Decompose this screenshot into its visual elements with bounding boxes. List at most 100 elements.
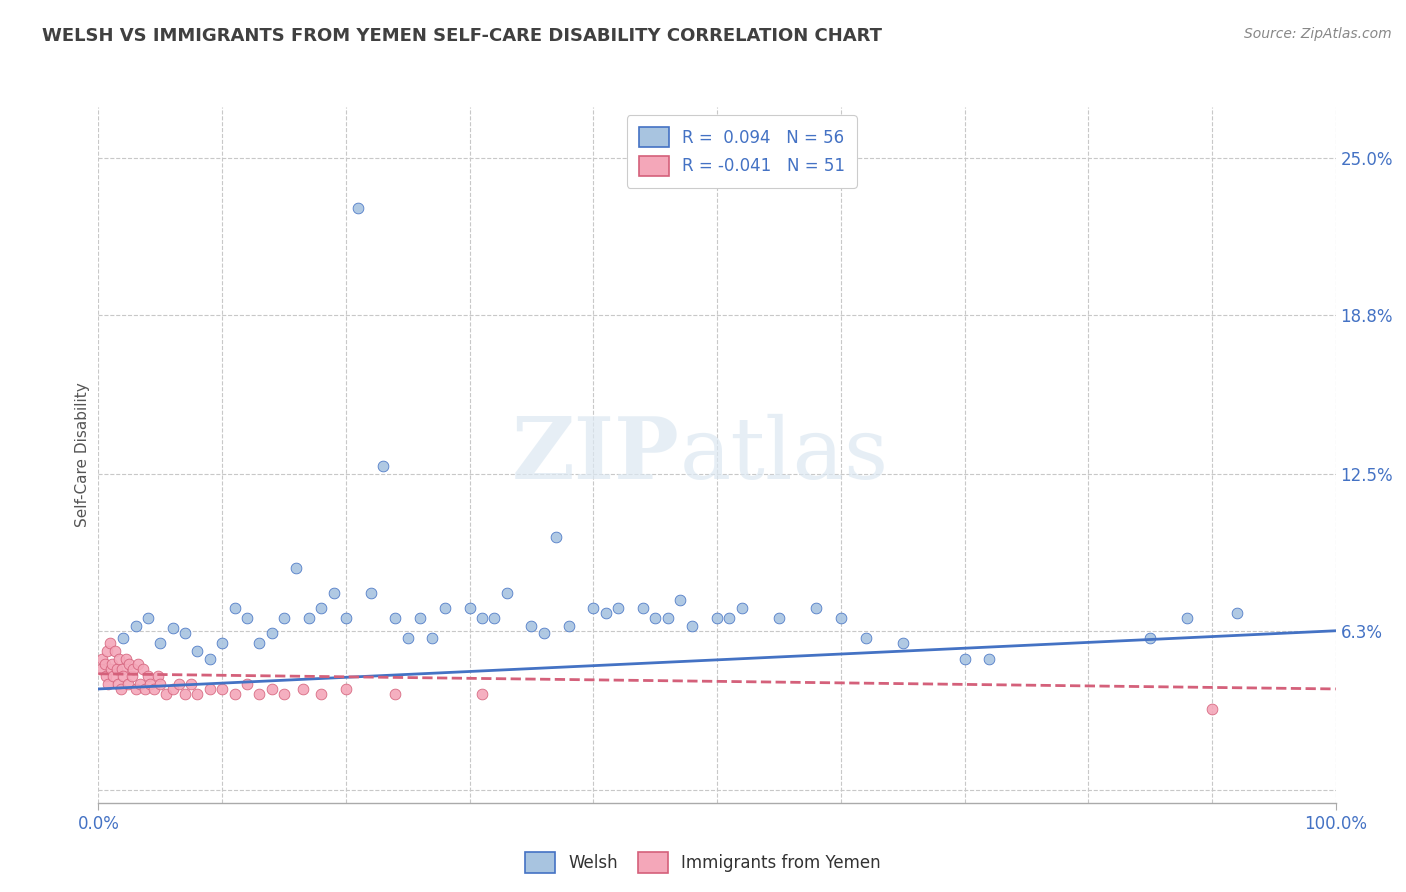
Point: [953, 651, 976, 665]
Point: [136, 611, 159, 625]
Point: [127, 657, 149, 671]
Point: [198, 681, 221, 696]
Point: [495, 586, 517, 600]
Point: [143, 681, 166, 696]
Point: [471, 687, 494, 701]
Legend: Welsh, Immigrants from Yemen: Welsh, Immigrants from Yemen: [519, 846, 887, 880]
Point: [105, 662, 128, 676]
Point: [247, 687, 270, 701]
Point: [533, 626, 555, 640]
Point: [731, 601, 754, 615]
Point: [471, 611, 494, 625]
Point: [273, 687, 295, 701]
Point: [520, 618, 543, 632]
Point: [100, 662, 122, 676]
Point: [117, 677, 139, 691]
Point: [384, 687, 406, 701]
Point: [644, 611, 666, 625]
Y-axis label: Self-Care Disability: Self-Care Disability: [75, 383, 90, 527]
Point: [124, 618, 146, 632]
Text: Source: ZipAtlas.com: Source: ZipAtlas.com: [1244, 27, 1392, 41]
Point: [93, 657, 115, 671]
Point: [409, 611, 432, 625]
Point: [174, 687, 197, 701]
Point: [1139, 632, 1161, 646]
Point: [607, 601, 630, 615]
Point: [582, 601, 605, 615]
Point: [149, 677, 172, 691]
Point: [136, 669, 159, 683]
Point: [291, 681, 314, 696]
Point: [657, 611, 679, 625]
Point: [180, 677, 202, 691]
Point: [1226, 606, 1249, 620]
Point: [198, 651, 221, 665]
Point: [91, 651, 114, 665]
Point: [335, 611, 357, 625]
Point: [174, 626, 197, 640]
Point: [891, 636, 914, 650]
Legend: R =  0.094   N = 56, R = -0.041   N = 51: R = 0.094 N = 56, R = -0.041 N = 51: [627, 115, 856, 187]
Point: [458, 601, 481, 615]
Text: atlas: atlas: [681, 413, 889, 497]
Point: [422, 632, 444, 646]
Point: [121, 669, 143, 683]
Point: [146, 669, 169, 683]
Point: [107, 677, 129, 691]
Point: [90, 662, 112, 676]
Point: [360, 586, 382, 600]
Point: [103, 669, 125, 683]
Point: [298, 611, 321, 625]
Point: [396, 632, 419, 646]
Point: [260, 626, 283, 640]
Point: [98, 636, 121, 650]
Point: [162, 621, 184, 635]
Point: [129, 677, 152, 691]
Point: [1175, 611, 1198, 625]
Point: [111, 662, 134, 676]
Point: [186, 644, 208, 658]
Point: [167, 677, 190, 691]
Point: [718, 611, 741, 625]
Point: [1201, 702, 1223, 716]
Point: [804, 601, 827, 615]
Point: [118, 657, 141, 671]
Point: [830, 611, 852, 625]
Point: [309, 687, 332, 701]
Point: [101, 657, 124, 671]
Point: [768, 611, 790, 625]
Point: [96, 644, 118, 658]
Point: [384, 611, 406, 625]
Point: [124, 681, 146, 696]
Point: [347, 201, 370, 215]
Point: [371, 459, 394, 474]
Point: [108, 651, 131, 665]
Point: [155, 687, 177, 701]
Point: [855, 632, 877, 646]
Point: [236, 611, 259, 625]
Point: [122, 662, 145, 676]
Point: [681, 618, 703, 632]
Point: [149, 636, 172, 650]
Point: [103, 644, 125, 658]
Point: [669, 593, 692, 607]
Point: [484, 611, 506, 625]
Text: ZIP: ZIP: [512, 413, 681, 497]
Point: [247, 636, 270, 650]
Point: [186, 687, 208, 701]
Point: [236, 677, 259, 691]
Point: [211, 636, 233, 650]
Point: [132, 662, 155, 676]
Point: [162, 681, 184, 696]
Point: [134, 681, 156, 696]
Point: [335, 681, 357, 696]
Point: [112, 632, 135, 646]
Point: [224, 687, 246, 701]
Point: [433, 601, 456, 615]
Point: [97, 677, 120, 691]
Point: [114, 651, 136, 665]
Point: [595, 606, 617, 620]
Point: [260, 681, 283, 696]
Point: [631, 601, 654, 615]
Point: [139, 677, 162, 691]
